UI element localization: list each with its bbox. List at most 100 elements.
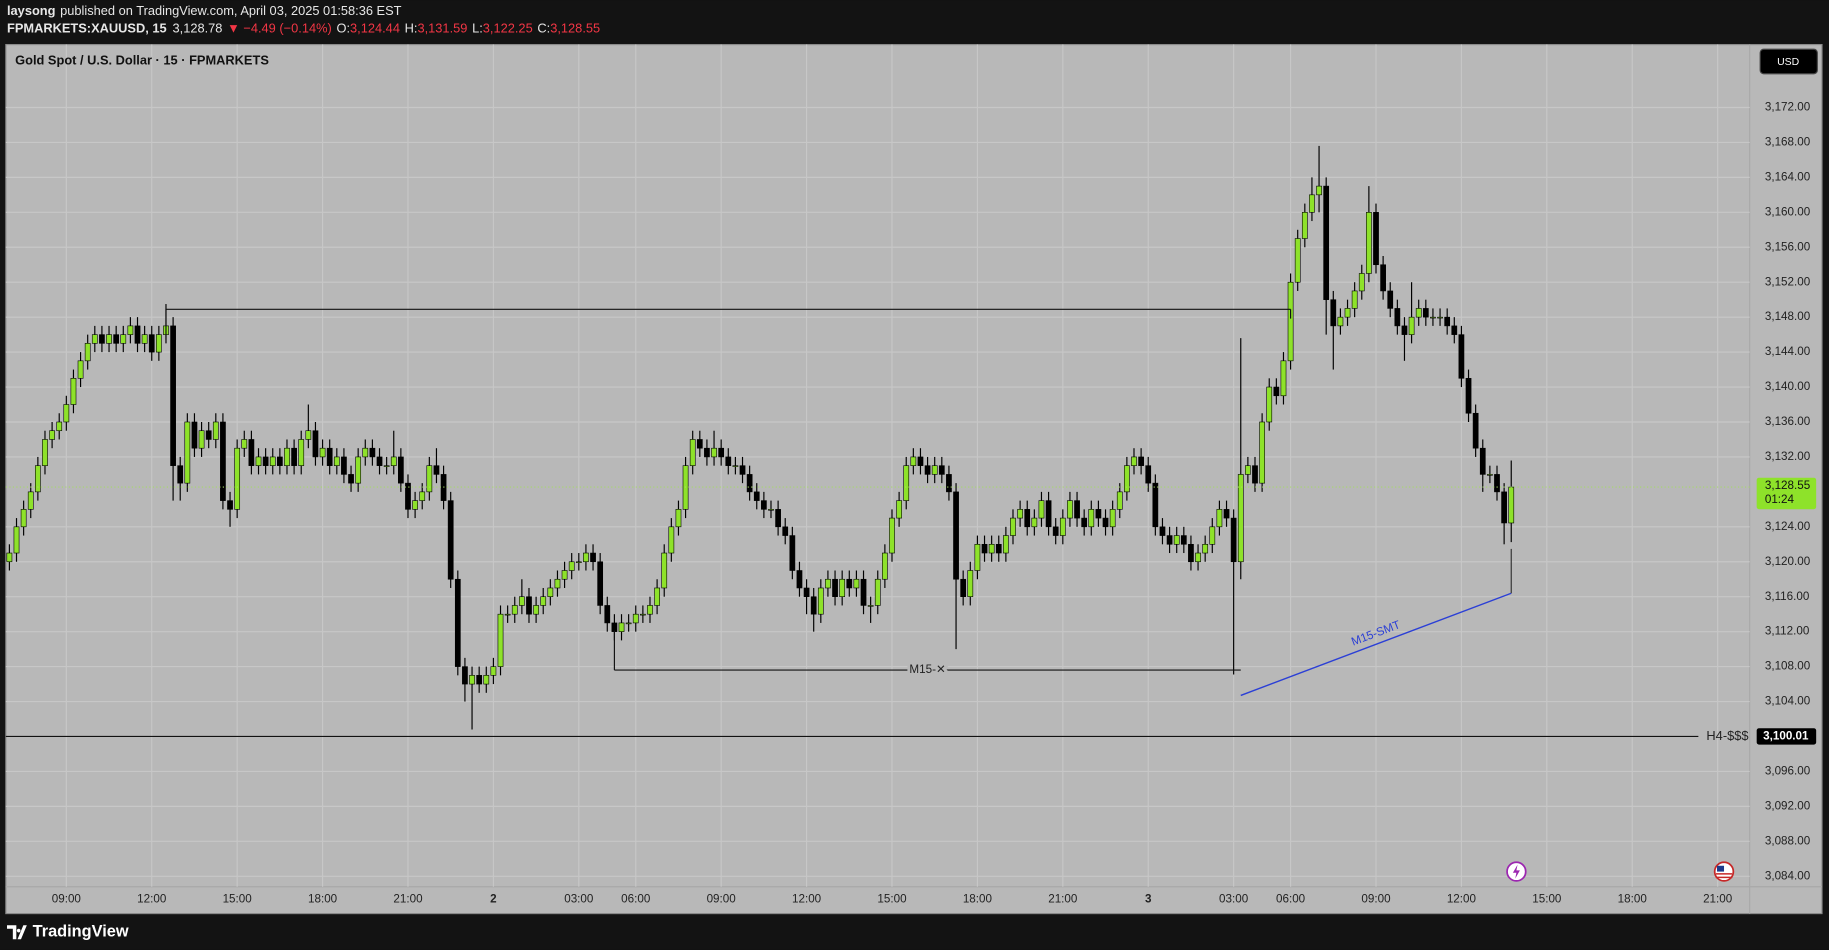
candle-body <box>170 325 176 466</box>
candle-body <box>511 605 518 615</box>
candle-body <box>746 474 753 493</box>
x-tick-label: 18:00 <box>1618 893 1648 906</box>
x-tick-label: 15:00 <box>1532 893 1562 906</box>
ohlc-value: 3,122.25 <box>483 21 533 36</box>
candle-body <box>832 578 838 598</box>
candle-body <box>1408 316 1415 335</box>
candle-body <box>817 587 824 615</box>
candle-body <box>1444 316 1451 327</box>
candle-body <box>938 465 945 475</box>
x-tick-label: 2 <box>490 893 497 906</box>
y-tick-label: 3,164.00 <box>1765 170 1811 183</box>
candle-body <box>447 500 454 580</box>
candle-body <box>1131 456 1137 466</box>
symbol-line: FPMARKETS:XAUUSD, 15 3,128.78 ▼ −4.49 (−0.… <box>7 21 600 36</box>
candle-body <box>504 613 511 616</box>
y-tick-label: 3,136.00 <box>1765 415 1811 428</box>
candle-body <box>604 605 611 624</box>
price-tag-label: 3,100.01 <box>1763 729 1809 742</box>
candle-body <box>419 491 426 501</box>
currency-label[interactable]: USD <box>1777 57 1800 68</box>
ohlc-key: C: <box>537 21 550 36</box>
candle-body <box>341 456 347 475</box>
candle-body <box>689 439 696 466</box>
candle-body <box>134 325 141 344</box>
y-tick-label: 3,112.00 <box>1765 625 1810 638</box>
candle-body <box>1294 238 1301 283</box>
candle-body <box>910 456 917 466</box>
candle-body <box>1045 500 1052 528</box>
candle-body <box>547 587 554 598</box>
candle-body <box>668 526 675 554</box>
candle-body <box>220 421 226 501</box>
candle-body <box>1465 378 1472 414</box>
candle-body <box>860 578 867 606</box>
candle-body <box>1422 308 1429 318</box>
candle-body <box>995 544 1002 554</box>
candle-body <box>1216 509 1223 528</box>
candle-body <box>675 509 682 528</box>
y-tick-label: 3,116.00 <box>1765 590 1810 603</box>
y-tick-label: 3,120.00 <box>1765 555 1811 568</box>
candle-body <box>469 675 475 685</box>
logo-mark <box>6 925 27 940</box>
y-tick-label: 3,084.00 <box>1765 869 1811 882</box>
y-tick-label: 3,168.00 <box>1765 136 1811 149</box>
candle-body <box>1109 509 1116 528</box>
candle-body <box>1088 509 1095 528</box>
candle-body <box>753 491 760 501</box>
candle-body <box>212 421 219 440</box>
candle-body <box>1237 474 1244 563</box>
candle-body <box>1358 273 1365 292</box>
plot <box>6 145 1515 730</box>
x-tick-label: 21:00 <box>393 893 423 906</box>
candle-body <box>1038 500 1045 519</box>
candle-body <box>141 334 148 344</box>
currency-button[interactable] <box>1759 48 1818 75</box>
candle-body <box>269 456 276 466</box>
candle-body <box>120 334 127 344</box>
candle-body <box>1394 308 1401 327</box>
ohlc-value: 3,128.55 <box>550 21 600 36</box>
x-tick-label: 12:00 <box>137 893 167 906</box>
candle-body <box>825 578 831 589</box>
x-tick-label: 03:00 <box>1219 893 1249 906</box>
candle-body <box>661 552 668 589</box>
x-tick-label: 09:00 <box>1361 893 1391 906</box>
smt-line <box>1240 592 1512 697</box>
candle-body <box>77 360 84 379</box>
candle-body <box>575 561 582 563</box>
candle-body <box>1508 486 1515 524</box>
candle-body <box>106 334 112 344</box>
candle-body <box>91 334 98 344</box>
candle-body <box>782 526 789 536</box>
candle-body <box>903 465 910 501</box>
candle-body <box>647 605 653 615</box>
candle-body <box>355 456 362 484</box>
chart-panel <box>5 43 1823 915</box>
candle-body <box>1266 386 1273 423</box>
y-tick-label: 3,096.00 <box>1765 765 1811 778</box>
candle-body <box>1152 482 1159 528</box>
candle-body <box>739 465 746 475</box>
candle-body <box>711 447 717 458</box>
candle-body <box>113 334 120 344</box>
published-info: published on TradingView.com, April 03, … <box>60 3 402 18</box>
candle-body <box>70 378 77 405</box>
x-tick-label: 09:00 <box>52 893 82 906</box>
candle-body <box>533 605 539 615</box>
candle-body <box>1373 212 1379 266</box>
candle-body <box>433 465 440 475</box>
candle-body <box>248 439 255 466</box>
y-tick-label: 3,148.00 <box>1765 310 1811 323</box>
candle-body <box>291 447 297 466</box>
candle-body <box>1287 281 1294 362</box>
ohlc-value: 3,131.59 <box>417 21 467 36</box>
candle-body <box>1479 447 1486 475</box>
x-tick-label: 21:00 <box>1703 893 1733 906</box>
candle-body <box>561 570 568 580</box>
candle-body <box>383 465 390 467</box>
ohlc-key: O: <box>336 21 350 36</box>
candle-body <box>618 622 625 632</box>
